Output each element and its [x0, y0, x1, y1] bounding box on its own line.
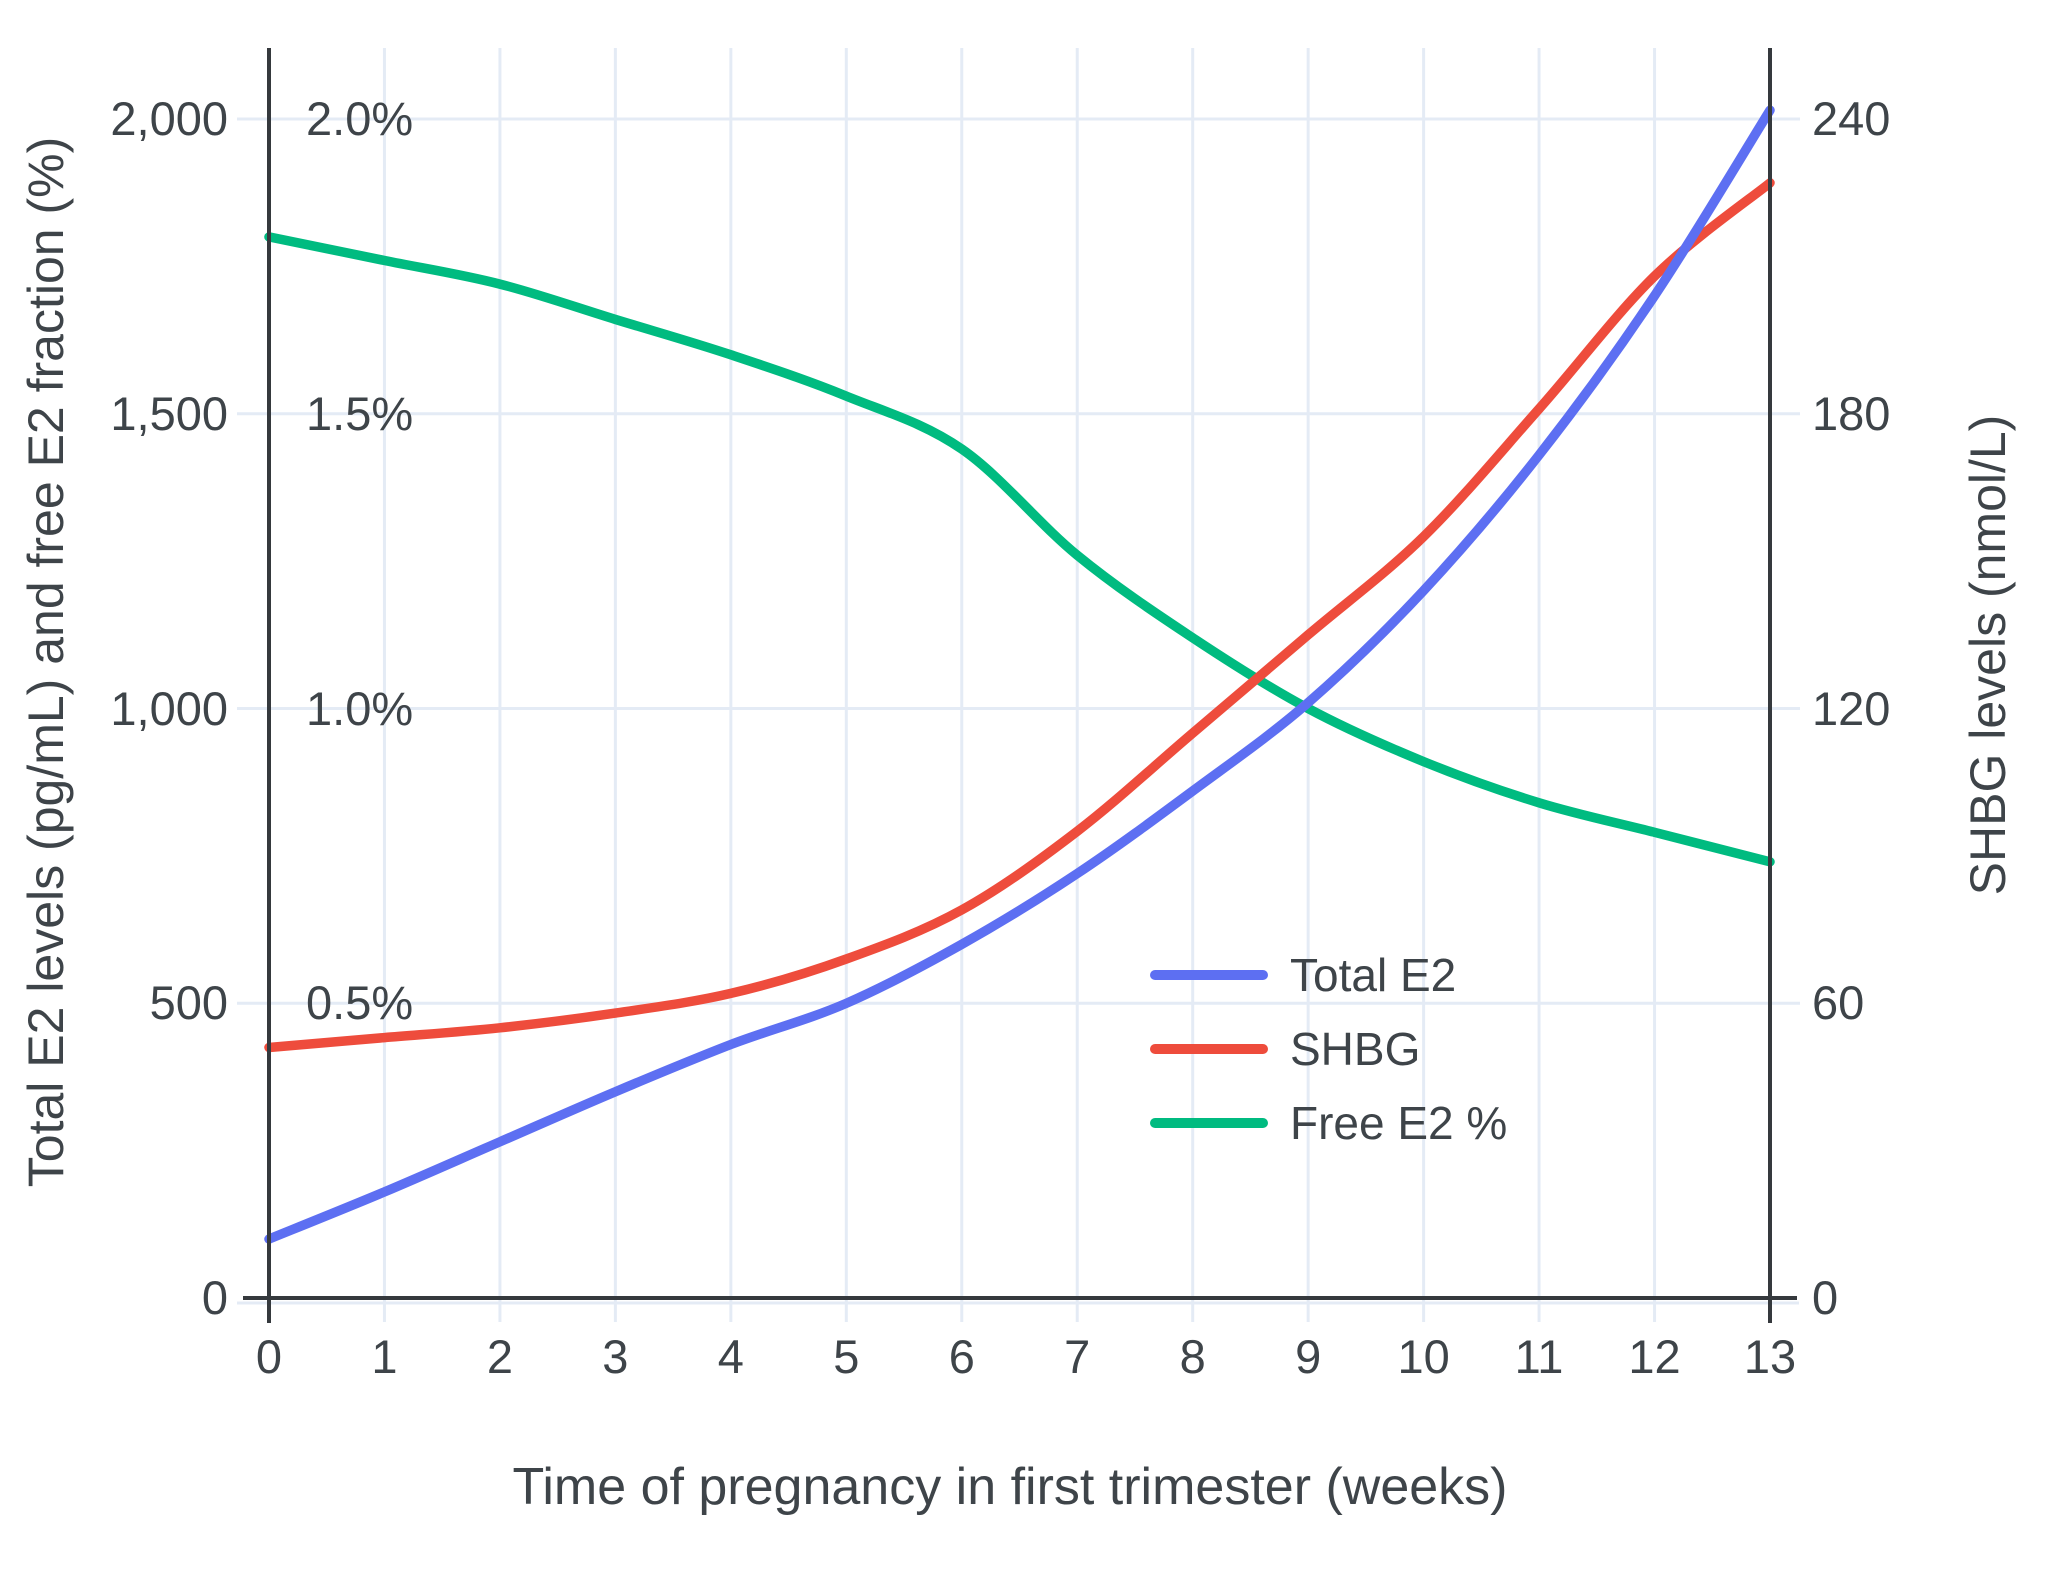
y-axis-title-right: SHBG levels (nmol/L) — [1960, 414, 2016, 896]
y-right-tick-label: 240 — [1812, 92, 1891, 145]
x-tick-label: 2 — [486, 1330, 513, 1383]
x-axis-title: Time of pregnancy in first trimester (we… — [512, 1458, 1508, 1516]
series-line-free-e2- — [264, 232, 1775, 867]
legend-swatch-free-e2 — [1150, 1118, 1268, 1128]
legend-label-free-e2: Free E2 % — [1290, 1097, 1508, 1149]
y-left-tick-label: 500 — [149, 976, 228, 1030]
legend-swatch-shbg — [1150, 1044, 1268, 1054]
legend: Total E2 SHBG Free E2 % — [1150, 938, 1507, 1160]
x-tick-label: 9 — [1295, 1330, 1322, 1383]
y-axis-title-left: Total E2 levels (pg/mL) and free E2 frac… — [18, 136, 74, 1188]
series-line-shbg — [264, 178, 1775, 1053]
y-right-tick-label: 180 — [1812, 386, 1891, 440]
legend-item-free-e2[interactable]: Free E2 % — [1150, 1086, 1507, 1160]
y-percent-tick-label: 0.5% — [306, 976, 414, 1030]
x-tick-label: 13 — [1743, 1330, 1797, 1383]
y-right-tick-label: 60 — [1812, 976, 1865, 1030]
x-tick-label: 1 — [371, 1330, 398, 1383]
x-tick-label: 10 — [1397, 1330, 1450, 1383]
legend-item-total-e2[interactable]: Total E2 — [1150, 938, 1507, 1012]
legend-swatch-total-e2 — [1150, 970, 1268, 980]
series-line-total-e2 — [264, 105, 1775, 1244]
x-tick-label: 11 — [1514, 1330, 1564, 1383]
x-tick-label: 0 — [255, 1330, 283, 1383]
x-tick-label: 8 — [1179, 1330, 1206, 1383]
x-tick-label: 3 — [602, 1330, 629, 1383]
x-tick-label: 6 — [948, 1330, 975, 1383]
legend-item-shbg[interactable]: SHBG — [1150, 1012, 1507, 1086]
legend-label-shbg: SHBG — [1290, 1023, 1421, 1075]
y-percent-tick-label: 1.5% — [306, 386, 414, 440]
y-right-tick-label: 0 — [1812, 1271, 1839, 1324]
x-tick-label: 7 — [1064, 1330, 1091, 1383]
y-right-tick-label: 120 — [1812, 681, 1891, 735]
x-tick-label: 4 — [717, 1330, 744, 1383]
legend-label-total-e2: Total E2 — [1290, 949, 1457, 1001]
y-left-tick-label: 1,000 — [110, 681, 228, 735]
y-left-tick-label: 1,500 — [110, 386, 228, 440]
x-tick-label: 12 — [1628, 1330, 1681, 1383]
y-percent-tick-label: 1.0% — [306, 681, 414, 735]
y-left-tick-label: 2,000 — [110, 92, 228, 145]
y-percent-tick-label: 2.0% — [306, 92, 414, 145]
y-left-tick-label: 0 — [201, 1271, 228, 1324]
x-tick-label: 5 — [833, 1330, 860, 1383]
